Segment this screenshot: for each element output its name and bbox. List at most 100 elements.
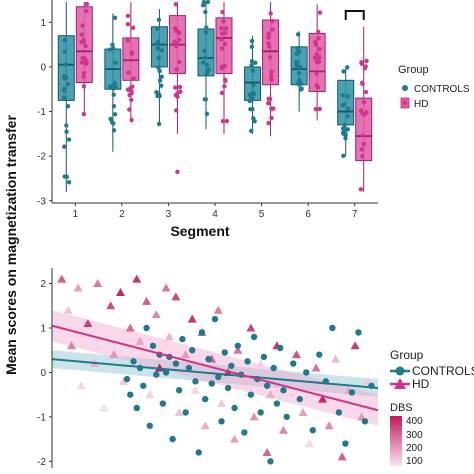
controls-point	[335, 409, 343, 416]
dbs-colorbar	[390, 416, 402, 466]
hd-point	[142, 296, 152, 305]
controls-point	[270, 364, 277, 372]
point-hd	[359, 61, 364, 66]
point-controls	[341, 69, 346, 74]
point-controls	[251, 116, 256, 121]
controls-point	[277, 344, 284, 352]
controls-point	[260, 353, 268, 361]
point-hd	[177, 84, 183, 90]
controls-point	[123, 375, 131, 383]
point-controls	[341, 153, 346, 159]
point-controls	[299, 86, 304, 91]
point-hd	[266, 120, 271, 126]
point-controls	[66, 137, 72, 142]
point-hd	[269, 77, 274, 82]
controls-point	[143, 324, 150, 332]
point-controls	[63, 62, 68, 67]
point-controls	[107, 47, 113, 52]
bottom-dbs-legend: DBS 400 300 200 100	[390, 402, 423, 467]
top-x-tick-label: 4	[212, 209, 218, 220]
point-hd	[271, 106, 276, 111]
hd-point	[230, 434, 240, 443]
point-controls	[62, 88, 67, 93]
point-controls	[203, 9, 208, 15]
controls-point	[175, 387, 183, 394]
point-controls	[341, 130, 346, 135]
controls-point	[273, 400, 281, 407]
hd-point	[298, 407, 308, 416]
point-hd	[222, 84, 227, 89]
point-hd	[172, 39, 177, 45]
point-controls	[249, 38, 255, 44]
controls-point	[185, 364, 193, 372]
point-controls	[297, 65, 302, 71]
controls-point	[250, 333, 258, 341]
point-hd	[81, 70, 87, 76]
bottom-y-tick-label: -1	[37, 412, 46, 423]
hd-point	[132, 274, 142, 283]
point-hd	[317, 106, 322, 112]
bottom-legend-hd-label: HD	[412, 377, 430, 391]
hd-point	[57, 274, 67, 283]
controls-point	[247, 391, 255, 398]
point-controls	[110, 42, 115, 47]
point-hd	[174, 67, 179, 72]
point-hd	[173, 2, 179, 7]
controls-point	[280, 387, 287, 394]
top-x-tick-label: 7	[352, 209, 358, 220]
hd-point	[292, 350, 301, 359]
point-hd	[363, 89, 369, 95]
hd-point	[151, 310, 161, 319]
point-controls	[111, 86, 116, 91]
point-controls	[111, 103, 117, 109]
point-hd	[220, 31, 225, 36]
point-controls	[345, 65, 350, 70]
controls-point	[231, 404, 238, 412]
point-controls	[64, 129, 69, 134]
hd-point	[67, 341, 77, 350]
point-hd	[266, 35, 271, 40]
point-hd	[127, 107, 132, 112]
point-controls	[297, 78, 302, 83]
point-hd	[80, 23, 85, 28]
point-hd	[223, 31, 228, 36]
box-controls-4	[197, 28, 215, 77]
point-controls	[157, 78, 163, 83]
point-controls	[250, 68, 256, 73]
point-hd	[269, 115, 274, 121]
bottom-group-legend: Group CONTROLS HD	[390, 348, 474, 391]
point-hd	[177, 59, 182, 65]
trend-line-controls	[51, 358, 379, 389]
outlier-point	[175, 169, 180, 174]
point-hd	[177, 37, 182, 42]
point-hd	[267, 44, 272, 49]
point-controls	[61, 95, 67, 100]
point-controls	[111, 92, 116, 97]
point-hd	[173, 85, 178, 90]
hd-point	[171, 292, 181, 301]
controls-point	[296, 395, 303, 403]
point-controls	[159, 48, 165, 53]
controls-point	[228, 362, 235, 369]
point-controls	[202, 48, 207, 54]
controls-point	[195, 449, 202, 456]
top-legend-title: Group	[398, 64, 429, 76]
controls-point	[162, 369, 170, 376]
point-hd	[360, 111, 365, 116]
point-controls	[204, 25, 209, 30]
hd-point	[93, 279, 103, 288]
point-hd	[317, 46, 322, 52]
hd-point	[265, 390, 275, 399]
hd-point	[249, 412, 259, 421]
point-controls	[204, 62, 210, 68]
controls-point	[234, 342, 242, 349]
point-controls	[249, 58, 255, 64]
hd-point	[200, 421, 210, 430]
point-hd	[316, 55, 322, 61]
top-y-tick-label: -2	[37, 152, 46, 163]
hd-point	[213, 305, 223, 314]
point-controls	[158, 83, 164, 88]
point-hd	[218, 37, 224, 42]
hd-point	[331, 354, 341, 363]
point-hd	[126, 70, 131, 75]
